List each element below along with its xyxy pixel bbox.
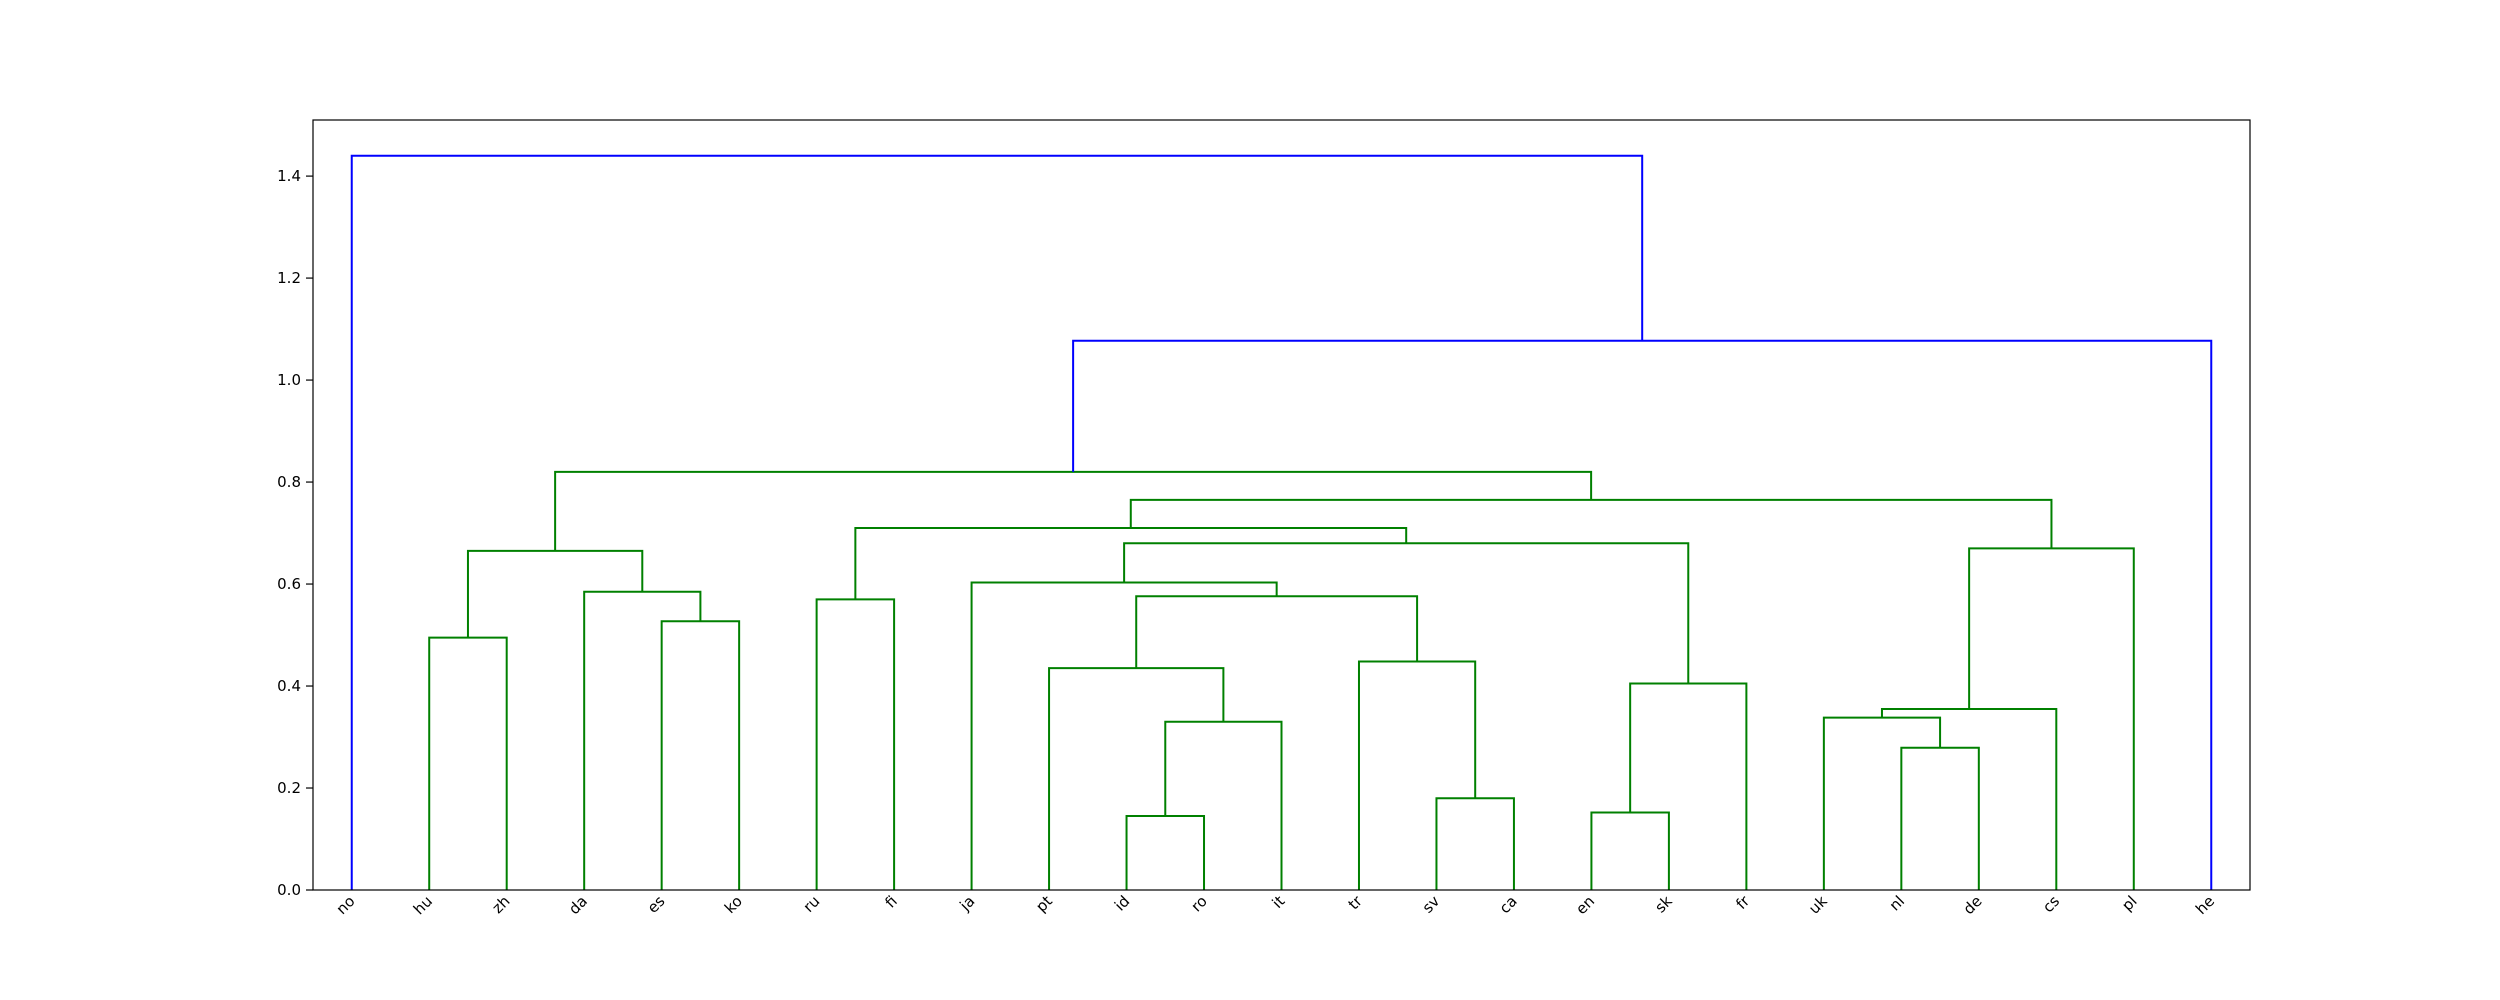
- y-tick-label: 1.4: [277, 167, 301, 185]
- x-tick-label: pl: [2118, 892, 2140, 914]
- x-tick-label: en: [1572, 892, 1598, 918]
- x-tick-label: no: [333, 892, 359, 918]
- x-tick-label: sk: [1651, 892, 1676, 917]
- merge-link: [815, 598, 896, 890]
- x-tick-label: ro: [1188, 892, 1211, 915]
- x-tick-label: ca: [1496, 892, 1521, 917]
- x-tick-label: ko: [721, 892, 746, 917]
- y-tick-label: 0.8: [277, 473, 301, 491]
- x-tick-label: tr: [1345, 892, 1367, 914]
- y-tick-label: 0.0: [277, 881, 301, 899]
- merge-link: [583, 590, 702, 890]
- merge-link: [1629, 682, 1748, 890]
- dendrogram-links: [350, 154, 2213, 890]
- y-tick-label: 0.6: [277, 575, 301, 593]
- y-tick-label: 1.2: [277, 269, 301, 287]
- x-tick-label: zh: [489, 892, 514, 917]
- merge-link: [1880, 707, 2058, 890]
- merge-link: [1129, 498, 2053, 549]
- x-tick-label: uk: [1805, 892, 1831, 918]
- merge-link: [1357, 660, 1477, 890]
- merge-link: [1435, 797, 1515, 890]
- x-tick-label: da: [565, 892, 591, 918]
- x-tick-label: it: [1268, 892, 1288, 912]
- x-tick-label: fi: [882, 892, 901, 911]
- x-tick-label: ja: [956, 892, 979, 915]
- x-tick-label: id: [1111, 892, 1133, 914]
- x-tick-label: fr: [1732, 892, 1753, 913]
- x-tick-label: he: [2192, 892, 2218, 918]
- merge-link: [1048, 667, 1225, 890]
- x-tick-label: de: [1960, 892, 1986, 918]
- x-tick-label: cs: [2039, 892, 2063, 916]
- x-tick-label: nl: [1886, 892, 1908, 914]
- merge-link: [1125, 815, 1206, 890]
- y-axis: 0.0 0.2 0.4 0.6 0.8 1.0 1.2 1.4: [277, 167, 313, 899]
- plot-frame: [312, 119, 2251, 891]
- y-tick-label: 1.0: [277, 371, 301, 389]
- y-tick-label: 0.4: [277, 677, 301, 695]
- merge-link: [970, 581, 1278, 890]
- merge-link: [350, 154, 1644, 890]
- y-tick-label: 0.2: [277, 779, 301, 797]
- x-tick-label: pt: [1032, 892, 1056, 916]
- x-tick-label: sv: [1419, 892, 1444, 917]
- x-tick-label: hu: [410, 892, 436, 918]
- x-axis: no hu zh da es ko ru fi ja pt id ro it tr sv ca en sk fr uk…: [333, 892, 2218, 919]
- merge-link: [1164, 720, 1283, 890]
- merge-link: [428, 636, 508, 890]
- x-tick-label: ru: [800, 892, 824, 916]
- merge-link: [660, 620, 741, 890]
- x-tick-label: es: [644, 892, 669, 917]
